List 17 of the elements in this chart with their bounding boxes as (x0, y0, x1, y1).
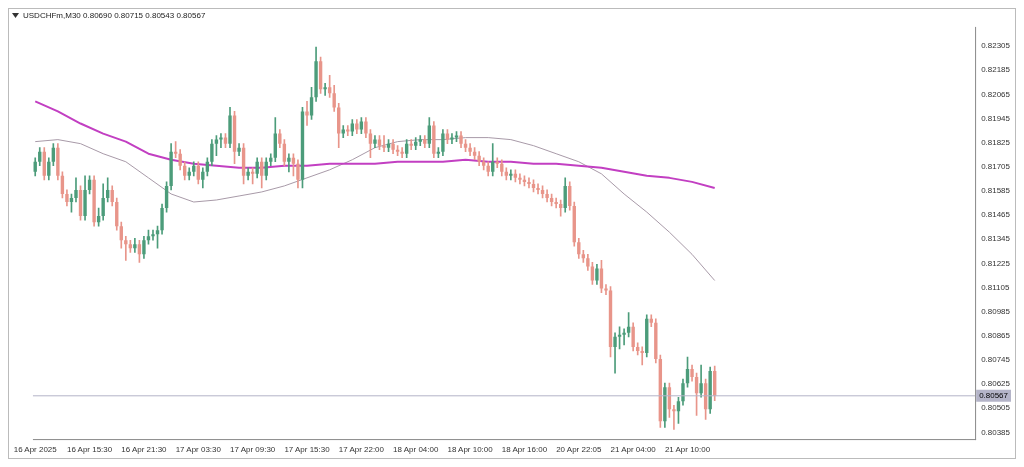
candlestick (400, 147, 404, 159)
candlestick (450, 133, 454, 144)
candlestick (323, 82, 327, 96)
candlestick (124, 235, 128, 261)
candlestick (613, 332, 617, 374)
candlestick (305, 101, 309, 126)
candlestick (133, 237, 137, 253)
candlestick (672, 404, 676, 430)
candlestick (622, 328, 626, 346)
candlestick (287, 153, 291, 173)
candlestick (382, 135, 386, 153)
candlestick (604, 284, 608, 295)
candlestick (509, 169, 513, 181)
chart-title: USDCHFm,M30 0.80690 0.80715 0.80543 0.80567 (23, 11, 206, 20)
candlestick (151, 229, 155, 241)
candlestick (409, 139, 413, 151)
candlestick (219, 133, 223, 148)
